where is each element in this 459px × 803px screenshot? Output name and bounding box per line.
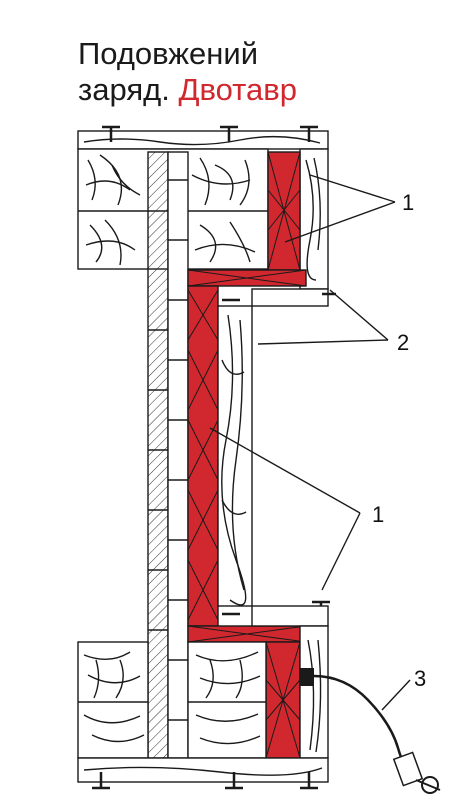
leader-lines xyxy=(209,174,411,711)
title-line-2: заряд. Двотавр xyxy=(78,72,297,108)
callout-label-1-mid: 1 xyxy=(372,502,384,527)
top-bolts xyxy=(102,125,318,142)
title-highlight: Двотавр xyxy=(178,72,297,107)
callout-label-1-top: 1 xyxy=(402,190,414,215)
diagram-title: Подовжений заряд. Двотавр xyxy=(78,36,297,108)
callout-label-2: 2 xyxy=(397,330,409,355)
flange-plates xyxy=(251,288,336,627)
central-rod xyxy=(147,151,189,759)
title-prefix: заряд. xyxy=(78,72,170,107)
callout-label-3: 3 xyxy=(414,666,426,691)
detonator-wire xyxy=(300,668,441,794)
bottom-flange-wood xyxy=(77,625,329,783)
title-line-1: Подовжений xyxy=(78,36,259,71)
bottom-bolts xyxy=(92,772,318,790)
top-right-wood xyxy=(299,148,329,290)
web-wood xyxy=(217,305,253,607)
